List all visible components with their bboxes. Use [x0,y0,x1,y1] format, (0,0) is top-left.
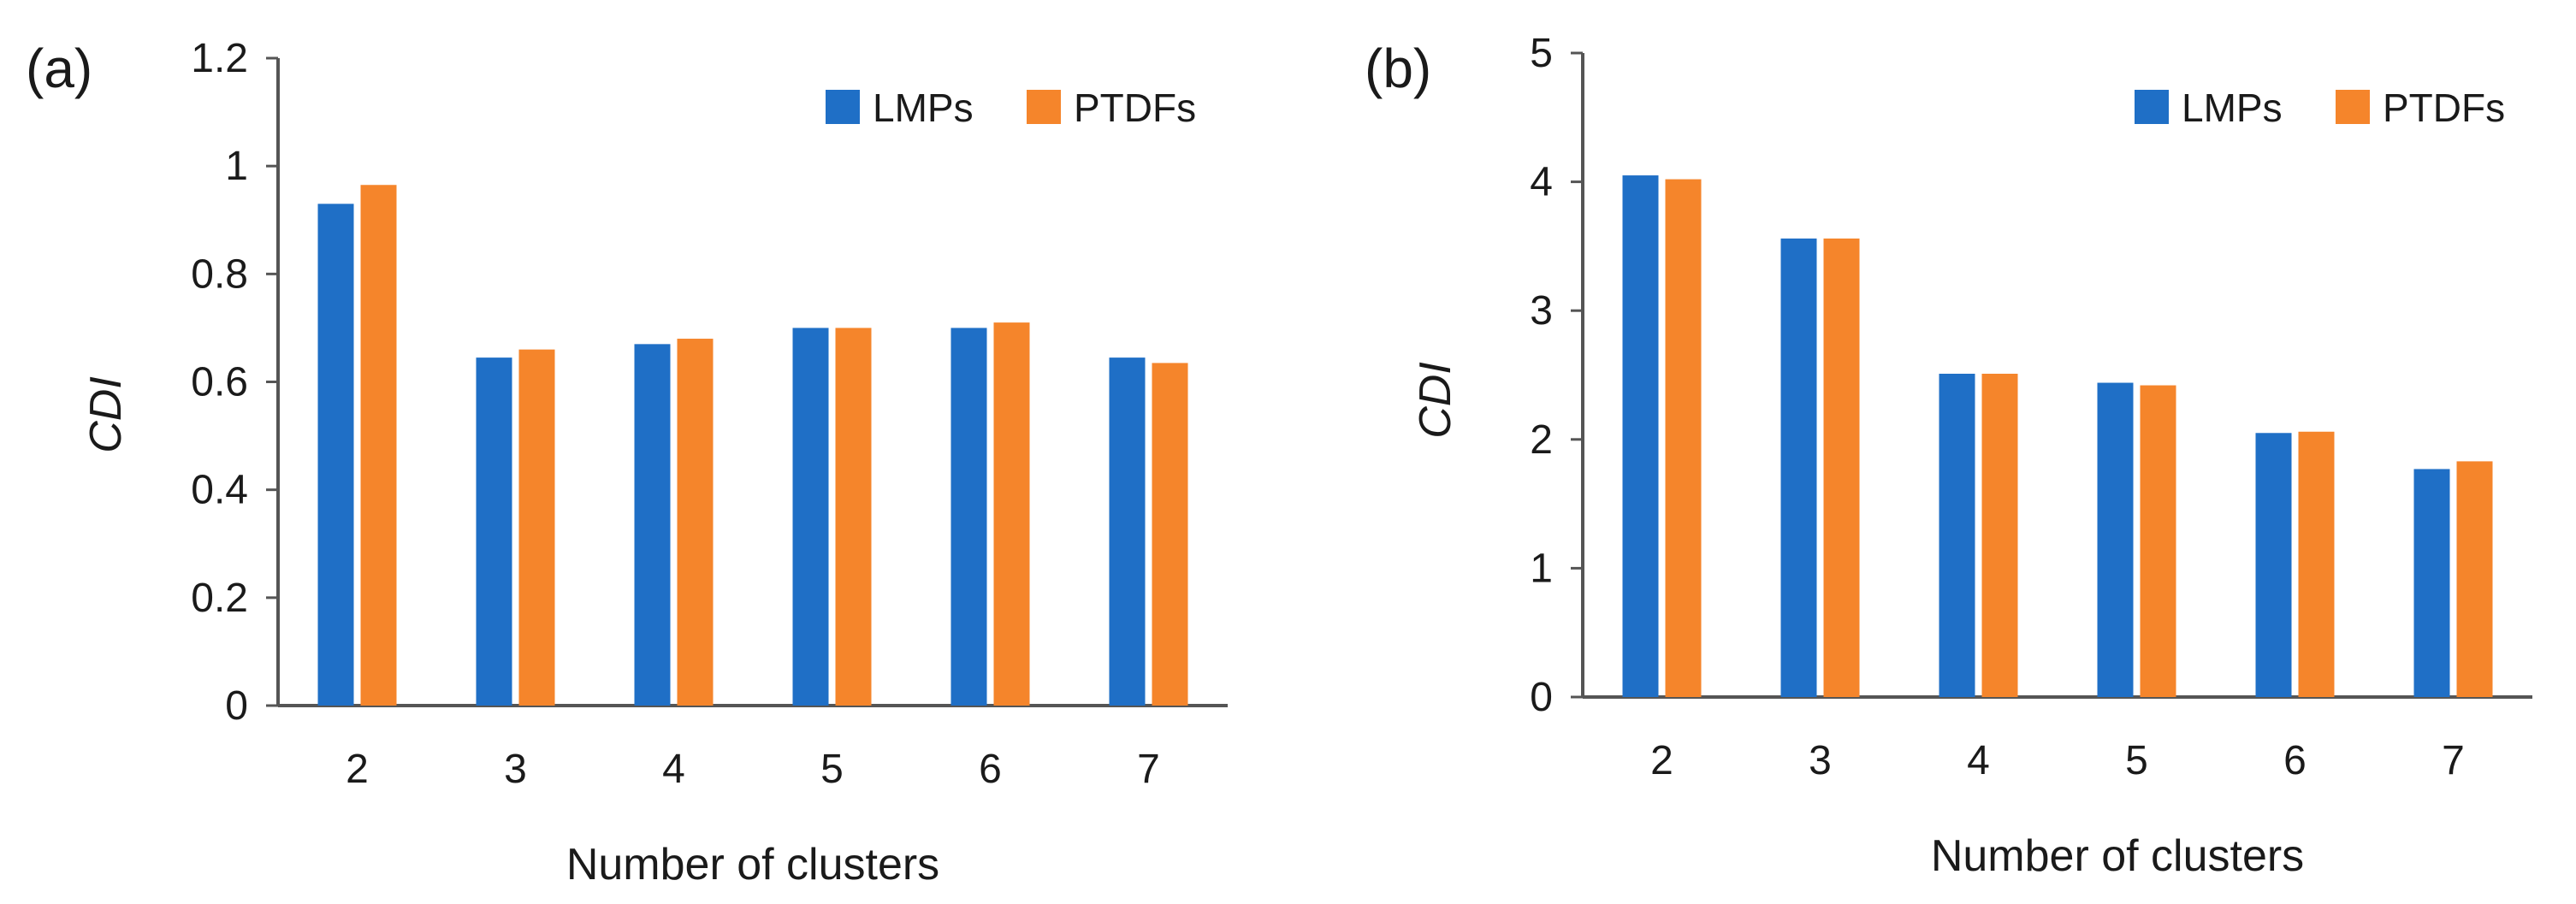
panel-b-x-tick-label: 7 [2442,738,2465,783]
panel-a-label: (a) [26,38,92,99]
panel-a-y-tick-label: 0.6 [191,360,248,405]
panel-b-legend: LMPs PTDFs [2135,86,2505,130]
panel-b-legend-ptdfs-label: PTDFs [2383,86,2505,130]
panel-a-bar-lmps-5 [792,328,829,706]
panel-b-y-tick-label: 3 [1530,288,1553,334]
panel-a-bar-ptdfs-6 [993,322,1030,706]
panel-a-x-tick-label: 7 [1137,747,1160,792]
panel-a-bar-lmps-7 [1109,357,1146,706]
panel-a-y-tick-label: 1.2 [191,36,248,81]
panel-b-legend-lmps-swatch [2135,90,2169,124]
panel-b-x-tick-label: 2 [1650,738,1673,783]
panel-b-bar-ptdfs-3 [1823,238,1860,697]
panel-a-x-tick-label: 4 [662,747,685,792]
panel-a-legend-lmps-label: LMPs [873,86,974,130]
panel-b-y-tick-label: 0 [1530,675,1553,720]
panel-b-x-tick-label: 5 [2125,738,2148,783]
panel-a-y-tick-label: 0.2 [191,576,248,621]
panel-b-x-tick-label: 3 [1809,738,1832,783]
panel-a-bar-ptdfs-7 [1152,363,1188,706]
panel-b-bar-lmps-3 [1780,238,1817,697]
panel-b-bar-lmps-6 [2255,433,2292,697]
panel-a-legend-lmps-swatch [826,90,860,124]
panel-a-bar-lmps-3 [476,357,512,706]
panel-a-legend-ptdfs-swatch [1027,90,1061,124]
panel-b-x-tick-label: 4 [1967,738,1990,783]
panel-b-bar-lmps-5 [2097,382,2134,697]
panel-b-y-axis-title: CDI [1411,362,1460,439]
panel-b-bar-ptdfs-7 [2456,461,2493,697]
panel-a-bar-ptdfs-3 [518,349,555,706]
panel-a-x-tick-label: 6 [979,747,1002,792]
panel-a-x-axis-title: Number of clusters [566,840,939,889]
panel-b-legend-lmps-label: LMPs [2182,86,2283,130]
panel-a-legend-ptdfs-label: PTDFs [1074,86,1196,130]
panel-a-bar-lmps-2 [317,204,354,706]
panel-b-x-axis-title: Number of clusters [1931,831,2304,881]
panel-a-y-axis-title: CDI [81,376,131,453]
panel-b-y-tick-label: 2 [1530,417,1553,463]
panel-a-x-tick-label: 3 [504,747,527,792]
panel-b-label: (b) [1365,38,1431,99]
panel-a-y-tick-label: 0.8 [191,251,248,297]
panel-a-y-tick-label: 0 [225,683,248,729]
panel-a-bar-lmps-4 [634,344,671,706]
panel-a-bar-ptdfs-5 [835,328,872,706]
panel-b-bar-ptdfs-6 [2298,431,2335,697]
panel-b-bar-ptdfs-4 [1981,373,2018,697]
panel-b-bar-lmps-7 [2413,469,2450,697]
panel-b-bar-ptdfs-5 [2140,385,2176,697]
panel-a-x-tick-label: 2 [346,747,369,792]
panel-a-x-tick-label: 5 [820,747,844,792]
panel-b-legend-ptdfs-swatch [2336,90,2370,124]
panel-b-y-tick-label: 5 [1530,31,1553,76]
panel-a-bar-ptdfs-4 [677,339,714,706]
panel-a-y-tick-label: 0.4 [191,468,248,513]
panel-b-y-tick-label: 4 [1530,160,1553,205]
panel-b-bar-lmps-2 [1622,175,1659,697]
panel-a-chart: (a) CDI Number of clusters LMPs PTDFs 0 0… [26,36,1228,889]
panel-a-bar-ptdfs-2 [360,185,397,706]
panel-b-bar-ptdfs-2 [1665,179,1702,697]
panel-a-bar-lmps-6 [950,328,987,706]
panel-b-x-tick-label: 6 [2283,738,2307,783]
panel-a-y-tick-label: 1 [225,144,248,189]
panel-a-legend: LMPs PTDFs [826,86,1196,130]
panel-b-chart: (b) CDI Number of clusters LMPs PTDFs 0 1… [1365,31,2532,881]
panel-b-y-tick-label: 1 [1530,546,1553,591]
panel-b-bar-lmps-4 [1939,373,1975,697]
